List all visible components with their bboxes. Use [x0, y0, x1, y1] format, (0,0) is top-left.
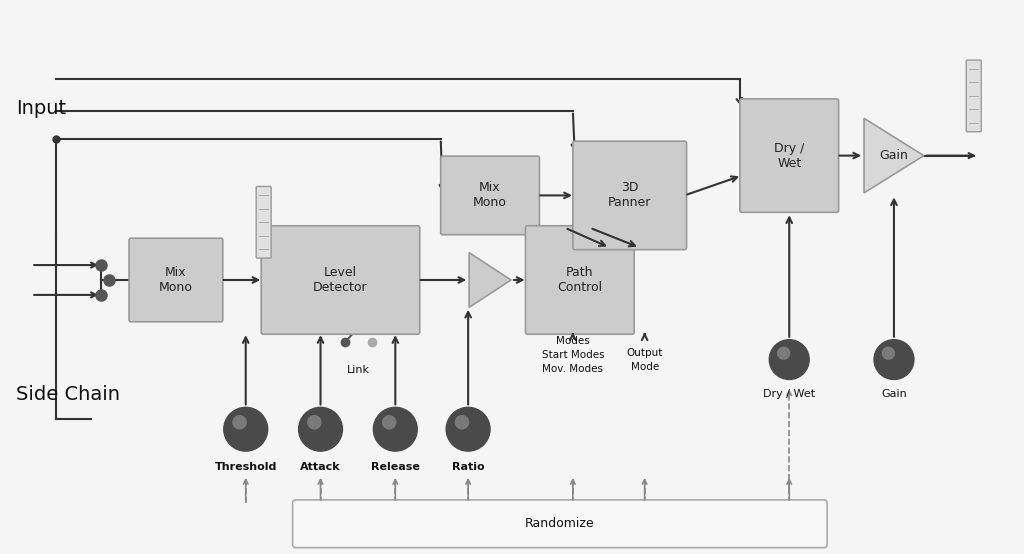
Circle shape	[308, 416, 321, 429]
Text: Modes
Start Modes
Mov. Modes: Modes Start Modes Mov. Modes	[542, 336, 604, 373]
Circle shape	[883, 347, 894, 359]
Text: Release: Release	[371, 462, 420, 472]
Text: Dry / Wet: Dry / Wet	[763, 389, 815, 399]
FancyBboxPatch shape	[129, 238, 223, 322]
Circle shape	[374, 407, 417, 451]
Text: Level
Detector: Level Detector	[313, 266, 368, 294]
Circle shape	[233, 416, 246, 429]
FancyBboxPatch shape	[525, 226, 634, 334]
Text: Mix
Mono: Mix Mono	[473, 181, 507, 209]
Text: Threshold: Threshold	[215, 462, 276, 472]
Text: 3D
Panner: 3D Panner	[608, 181, 651, 209]
Circle shape	[383, 416, 395, 429]
Circle shape	[224, 407, 267, 451]
Polygon shape	[864, 119, 924, 193]
Text: Link: Link	[347, 365, 370, 375]
Text: Gain: Gain	[880, 149, 908, 162]
Circle shape	[777, 347, 790, 359]
Text: Mix
Mono: Mix Mono	[159, 266, 193, 294]
Text: Gain: Gain	[881, 389, 907, 399]
Circle shape	[446, 407, 490, 451]
Text: Output
Mode: Output Mode	[627, 347, 663, 372]
Text: Input: Input	[16, 99, 67, 119]
Circle shape	[456, 416, 469, 429]
FancyBboxPatch shape	[572, 141, 686, 250]
Text: Attack: Attack	[300, 462, 341, 472]
Text: Side Chain: Side Chain	[16, 385, 121, 404]
Text: Randomize: Randomize	[525, 517, 595, 530]
FancyBboxPatch shape	[740, 99, 839, 212]
Circle shape	[874, 340, 913, 379]
FancyBboxPatch shape	[967, 60, 981, 132]
Circle shape	[299, 407, 342, 451]
FancyBboxPatch shape	[440, 156, 540, 235]
FancyBboxPatch shape	[261, 226, 420, 334]
FancyBboxPatch shape	[256, 187, 271, 258]
FancyBboxPatch shape	[293, 500, 827, 548]
Text: Dry /
Wet: Dry / Wet	[774, 142, 805, 170]
Circle shape	[769, 340, 809, 379]
Polygon shape	[469, 253, 511, 307]
Text: Path
Control: Path Control	[557, 266, 602, 294]
Text: Ratio: Ratio	[452, 462, 484, 472]
